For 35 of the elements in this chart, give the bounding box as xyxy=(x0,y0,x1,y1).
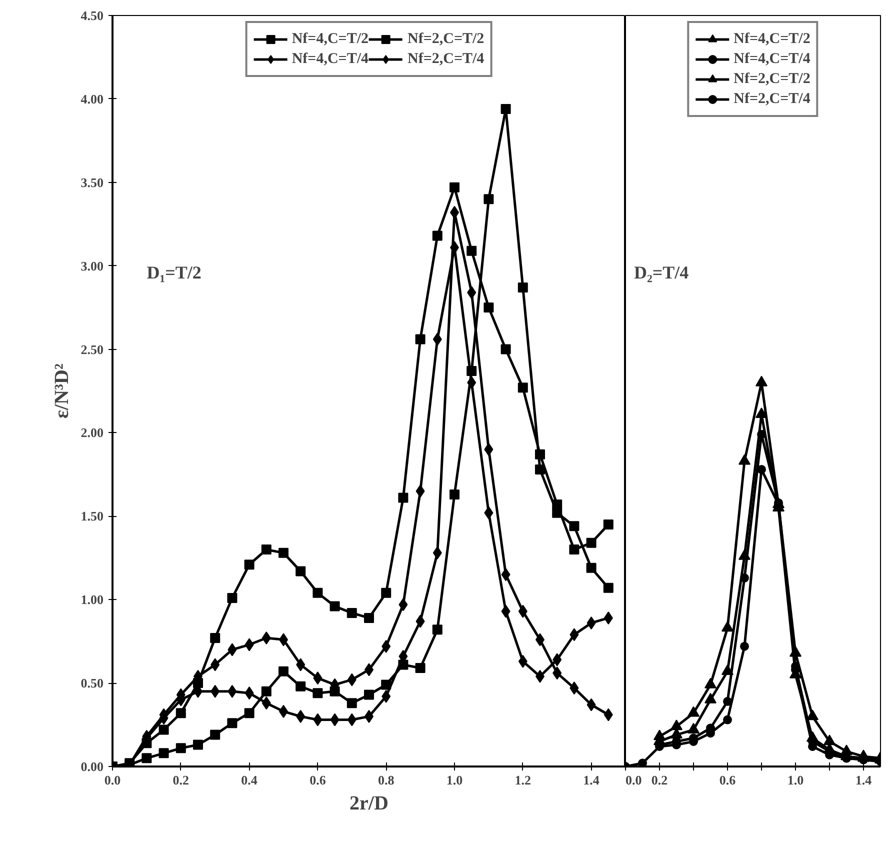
x-tick-label: 0.2 xyxy=(651,772,668,788)
x-tick-label: 0.6 xyxy=(719,772,736,788)
y-tick-label: 0.50 xyxy=(80,676,104,691)
y-tick-label: 4.00 xyxy=(80,91,104,106)
legend-label: Nf=4,C=T/4 xyxy=(292,50,368,68)
y-tick-label: 2.00 xyxy=(80,425,104,440)
y-tick-label: 4.50 xyxy=(80,8,104,23)
legend-label: Nf=2,C=T/2 xyxy=(734,70,810,88)
x-tick-label: 0.6 xyxy=(310,772,326,788)
y-axis-title: ε/N³D² xyxy=(50,364,73,418)
y-tick-label: 3.50 xyxy=(80,174,104,190)
y-tick-label: 3.00 xyxy=(80,258,104,274)
x-tick-label: 1.0 xyxy=(787,772,804,788)
legend-label: Nf=2,C=T/4 xyxy=(734,90,810,108)
x-axis-title: 2r/D xyxy=(350,792,388,814)
y-tick-label: 1.00 xyxy=(80,592,104,608)
annotation: D₂=T/4 xyxy=(634,262,689,283)
legend-label: Nf=4,C=T/4 xyxy=(734,50,810,68)
legend-label: Nf=2,C=T/4 xyxy=(408,50,484,68)
x-tick-label: 0.2 xyxy=(172,772,190,788)
y-tick-label: 2.50 xyxy=(80,342,104,357)
x-tick-label: 0.8 xyxy=(378,772,395,788)
y-tick-label: 0.00 xyxy=(80,759,104,774)
legend-label: Nf=2,C=T/2 xyxy=(408,30,484,48)
x-tick-label: 1.0 xyxy=(446,772,463,788)
legend-label: Nf=4,C=T/2 xyxy=(734,30,810,48)
annotation: D₁=T/2 xyxy=(146,262,202,283)
x-tick-label: 0.0 xyxy=(104,772,121,788)
x-tick-label: 0.4 xyxy=(241,772,258,788)
x-tick-label: 1.4 xyxy=(855,772,872,788)
legend-label: Nf=4,C=T/2 xyxy=(292,30,368,48)
x-tick-label: 0.0 xyxy=(626,772,642,788)
x-tick-label: 1.2 xyxy=(514,772,532,788)
x-tick-label: 1.4 xyxy=(583,772,600,788)
y-tick-label: 1.50 xyxy=(80,508,104,524)
